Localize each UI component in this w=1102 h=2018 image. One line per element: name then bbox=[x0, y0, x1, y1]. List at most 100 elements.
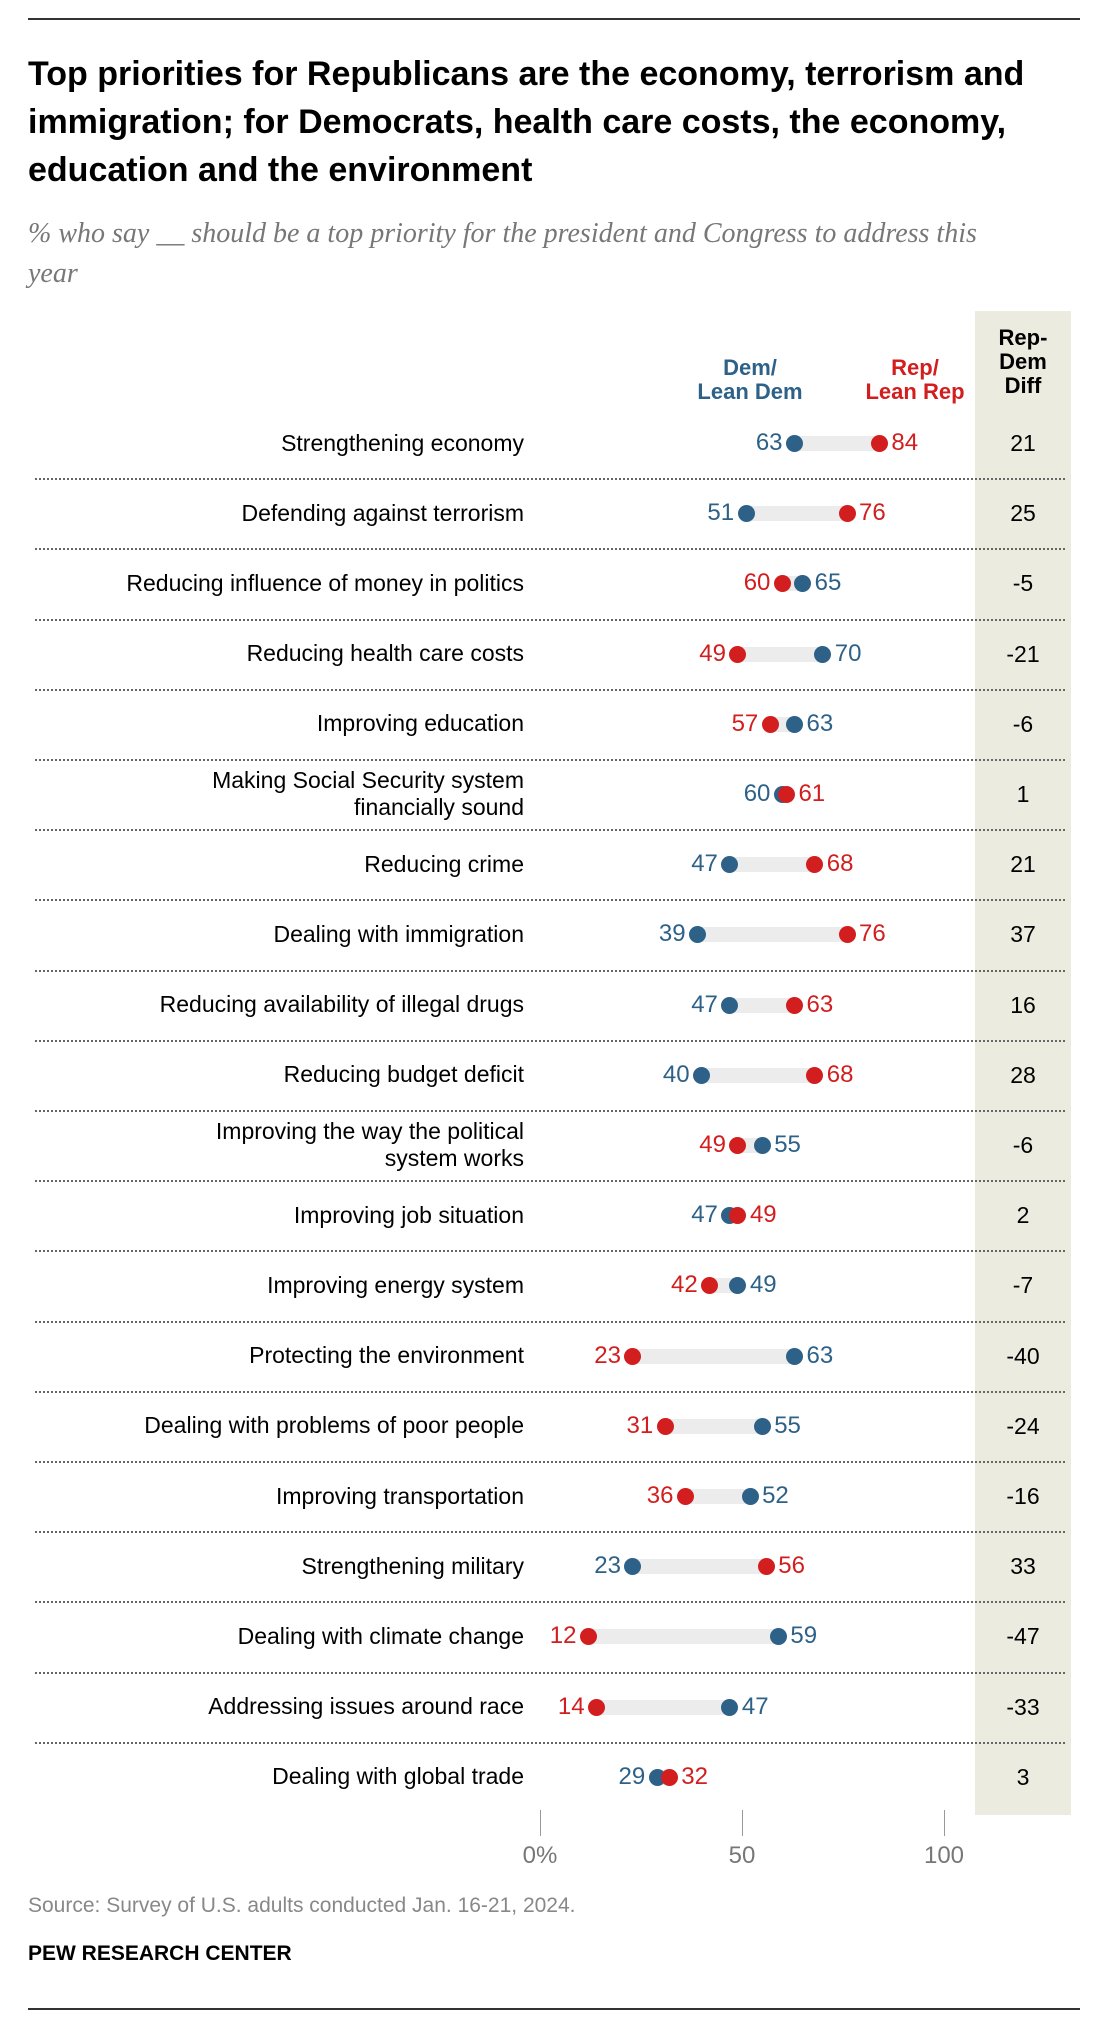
row-separator bbox=[35, 899, 1065, 902]
dem-value-label: 63 bbox=[806, 709, 834, 737]
row-separator bbox=[35, 1461, 1065, 1463]
range-bar bbox=[729, 857, 815, 873]
dem-value-label: 47 bbox=[741, 1692, 769, 1720]
table-row: Addressing issues around race 47 14 -33 bbox=[0, 1672, 1102, 1742]
row-separator bbox=[35, 829, 1065, 832]
diff-value: -5 bbox=[1012, 570, 1034, 597]
rep-value-label: 68 bbox=[826, 850, 854, 878]
table-row: Reducing health care costs 70 49 -21 bbox=[0, 619, 1102, 689]
x-tick bbox=[944, 1810, 945, 1836]
rep-value-label: 57 bbox=[731, 709, 759, 737]
row-label: Reducing crime bbox=[364, 850, 524, 877]
row-separator bbox=[35, 1601, 1065, 1604]
x-tick bbox=[540, 1810, 541, 1836]
rep-dot bbox=[579, 1628, 597, 1646]
row-separator bbox=[35, 1250, 1065, 1253]
range-bar bbox=[737, 646, 823, 662]
diff-value: 3 bbox=[1016, 1763, 1030, 1790]
diff-value: -40 bbox=[1006, 1342, 1040, 1369]
rep-value-label: 56 bbox=[778, 1552, 805, 1580]
row-separator bbox=[35, 969, 1065, 972]
row-label: Addressing issues around race bbox=[208, 1693, 524, 1720]
row-label: Reducing budget deficit bbox=[283, 1061, 524, 1088]
diff-value: -7 bbox=[1012, 1272, 1034, 1299]
rep-dot bbox=[729, 645, 747, 663]
rep-dot bbox=[806, 1066, 824, 1084]
rep-dot bbox=[786, 996, 804, 1014]
row-separator bbox=[35, 478, 1065, 481]
diff-value: -6 bbox=[1012, 710, 1034, 737]
table-row: Dealing with climate change 59 12 -47 bbox=[0, 1601, 1102, 1671]
dem-value-label: 52 bbox=[762, 1482, 789, 1509]
range-bar bbox=[632, 1348, 795, 1364]
dem-value-label: 65 bbox=[814, 569, 842, 597]
table-row: Dealing with immigration 39 76 37 bbox=[0, 899, 1102, 969]
table-row: Reducing availability of illegal drugs 47… bbox=[0, 970, 1102, 1040]
rep-value-label: 84 bbox=[891, 429, 919, 456]
row-label: Dealing with climate change bbox=[237, 1622, 524, 1649]
rep-dot bbox=[660, 1768, 678, 1786]
source-note: Source: Survey of U.S. adults conducted … bbox=[28, 1894, 576, 1917]
range-bar bbox=[632, 1559, 767, 1575]
rep-value-label: 14 bbox=[557, 1692, 585, 1720]
range-bar bbox=[697, 927, 848, 943]
dem-dot bbox=[753, 1137, 771, 1154]
dem-dot bbox=[814, 645, 832, 663]
dem-dot bbox=[753, 1417, 771, 1435]
diff-value: -24 bbox=[1006, 1412, 1040, 1439]
range-bar bbox=[729, 997, 795, 1013]
table-row: Strengthening military 23 56 33 bbox=[0, 1531, 1102, 1601]
row-separator bbox=[35, 548, 1065, 551]
rep-value-label: 49 bbox=[749, 1201, 777, 1229]
dem-value-label: 29 bbox=[618, 1762, 646, 1790]
row-separator bbox=[35, 618, 1065, 621]
diff-value: -6 bbox=[1012, 1132, 1034, 1158]
rep-value-label: 36 bbox=[646, 1482, 674, 1509]
range-bar bbox=[588, 1629, 779, 1645]
row-label: Improving education bbox=[316, 710, 524, 737]
dem-dot bbox=[693, 1066, 711, 1084]
diff-value: 1 bbox=[1016, 781, 1030, 807]
dem-value-label: 40 bbox=[662, 1060, 690, 1088]
chart-title: Top priorities for Republicans are the e… bbox=[28, 55, 1025, 189]
diff-value: 33 bbox=[1010, 1553, 1036, 1580]
rep-dot bbox=[757, 1558, 775, 1576]
diff-value: 2 bbox=[1016, 1202, 1030, 1229]
dem-dot bbox=[721, 1698, 739, 1716]
table-row: Improving job situation 47 49 2 bbox=[0, 1180, 1102, 1250]
row-separator bbox=[35, 1390, 1065, 1393]
x-tick bbox=[742, 1810, 743, 1836]
rep-value-label: 32 bbox=[681, 1762, 708, 1790]
dem-dot bbox=[729, 1277, 747, 1295]
dem-value-label: 47 bbox=[691, 850, 718, 878]
rep-value-label: 49 bbox=[699, 639, 726, 667]
row-separator bbox=[35, 1320, 1065, 1323]
rep-value-label: 76 bbox=[859, 920, 886, 948]
table-row: Improving the way the political system w… bbox=[0, 1110, 1102, 1180]
row-label: Improving energy system bbox=[267, 1271, 524, 1298]
rep-dot bbox=[729, 1207, 747, 1225]
row-separator bbox=[35, 688, 1065, 691]
dem-value-label: 47 bbox=[691, 990, 718, 1018]
row-label: Reducing availability of illegal drugs bbox=[159, 991, 524, 1018]
dem-dot bbox=[786, 715, 804, 733]
rep-dot bbox=[870, 435, 888, 452]
row-label: Improving transportation bbox=[275, 1482, 524, 1509]
range-bar bbox=[596, 1699, 730, 1715]
row-label: Strengthening military bbox=[301, 1552, 524, 1579]
rep-value-label: 49 bbox=[699, 1131, 726, 1158]
rep-value-label: 23 bbox=[594, 1341, 621, 1369]
rep-dot bbox=[701, 1277, 719, 1295]
rep-dot bbox=[588, 1698, 606, 1716]
top-rule bbox=[28, 18, 1080, 20]
table-row: Reducing influence of money in politics 6… bbox=[0, 548, 1102, 618]
rep-dot bbox=[777, 786, 795, 803]
chart-subtitle: % who say __ should be a top priority fo… bbox=[28, 218, 977, 289]
dem-value-label: 60 bbox=[743, 780, 771, 807]
diff-value: 16 bbox=[1010, 991, 1036, 1018]
rep-dot bbox=[806, 856, 824, 874]
diff-value: 37 bbox=[1010, 921, 1036, 948]
dem-dot bbox=[721, 856, 739, 874]
dem-dot bbox=[786, 1347, 804, 1365]
x-tick-label: 0% bbox=[522, 1842, 558, 1869]
